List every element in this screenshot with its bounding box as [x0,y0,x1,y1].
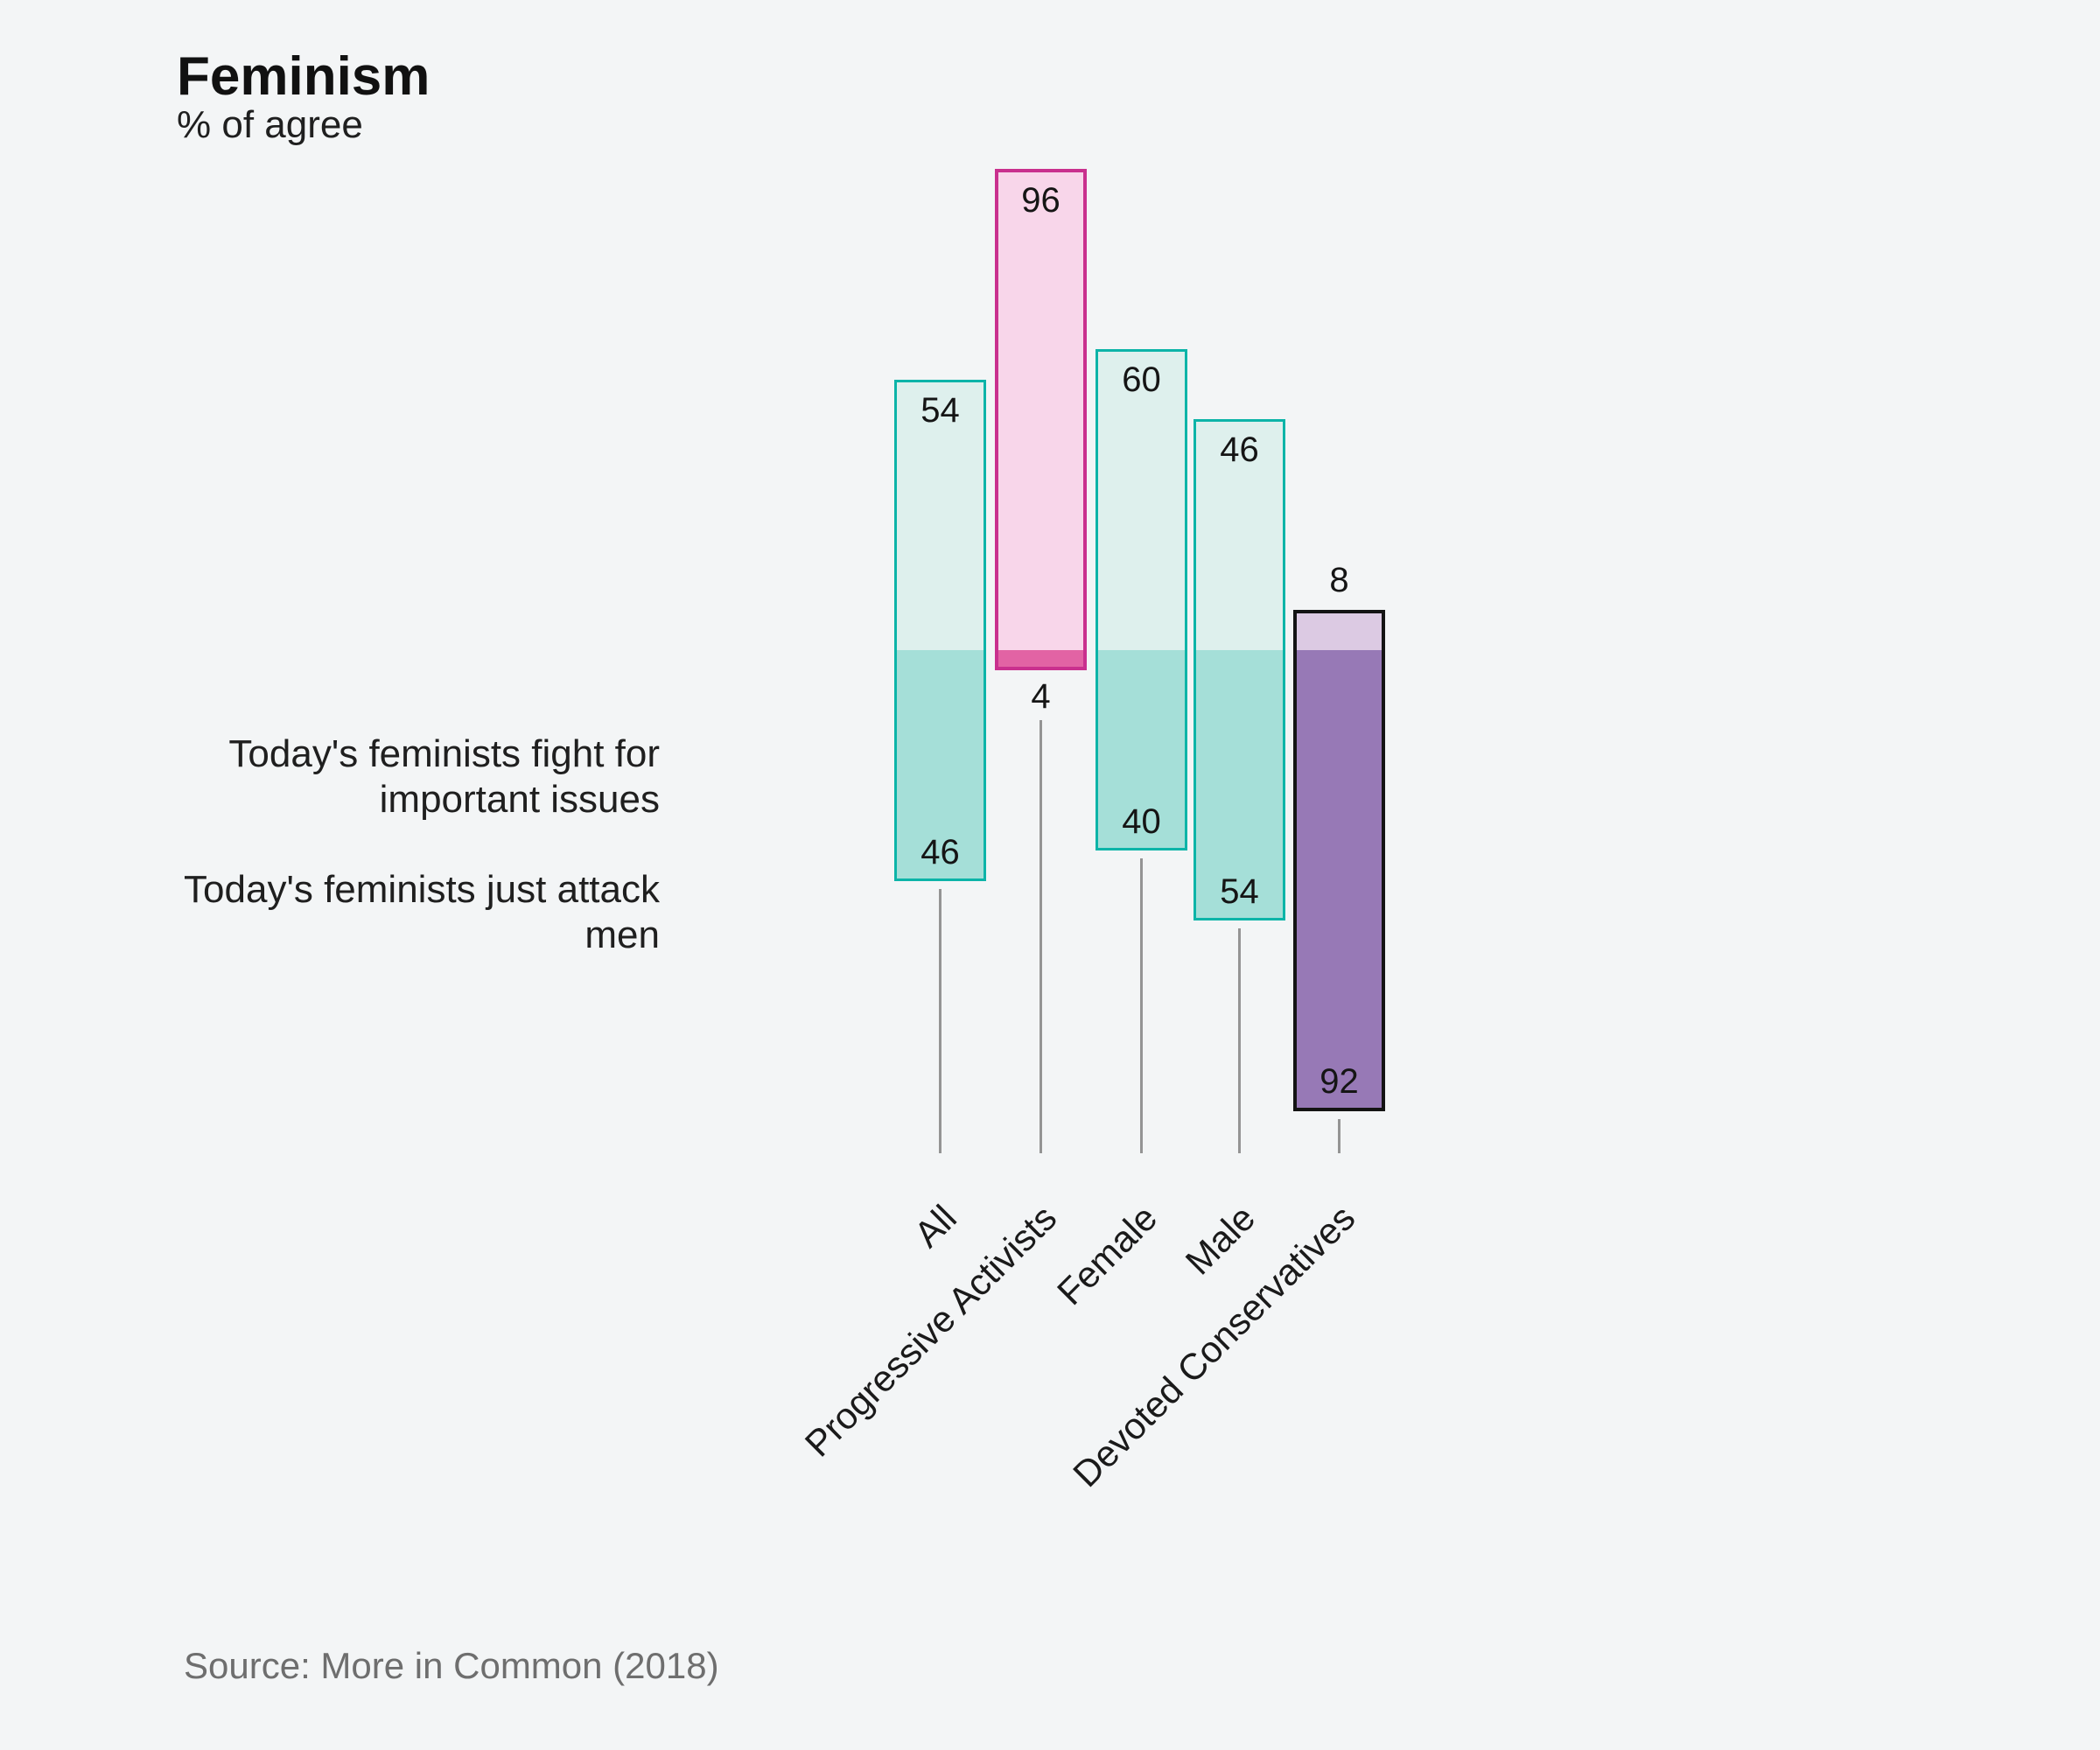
chart-title: Feminism [177,46,430,107]
statement-line: Today's feminists fight for [228,732,660,775]
bar-bottom-segment [1196,650,1283,919]
bar-bottom-segment [1297,650,1382,1109]
statement-line: men [584,914,660,956]
bar-bottom-segment [998,650,1083,667]
value-label-top: 60 [1122,360,1161,400]
value-label-bottom: 40 [1122,802,1161,842]
statement-line: Today's feminists just attack [184,868,660,911]
bar-devoted-conservatives [1293,610,1385,1112]
bar-bottom-segment [897,650,984,878]
leader-line [1238,928,1241,1153]
chart-subtitle: % of agree [177,103,363,146]
category-label-all: All [906,1197,964,1256]
value-label-bottom: 46 [920,832,960,872]
leader-line [1040,719,1042,1153]
category-label-male: Male [1178,1197,1264,1283]
value-label-top: 46 [1220,430,1259,470]
value-label-top: 96 [1021,180,1060,220]
source-note: Source: More in Common (2018) [184,1645,719,1686]
bar-male [1194,419,1285,921]
statement-fight-for-issues: Today's feminists fight for important is… [47,732,660,822]
statement-just-attack-men: Today's feminists just attack men [47,867,660,958]
value-label-bottom: 54 [1220,872,1259,912]
bar-progressive-activists [995,168,1087,670]
bar-all [894,379,986,881]
leader-line [1140,858,1143,1153]
bar-bottom-segment [1098,650,1185,849]
bar-female [1096,349,1187,851]
statement-line: important issues [379,778,660,821]
value-label-bottom: 92 [1320,1062,1359,1102]
value-label-top: 8 [1329,561,1349,600]
value-label-top: 54 [920,390,960,430]
leader-line [1338,1119,1340,1153]
value-label-bottom: 4 [1031,676,1051,716]
category-label-female: Female [1049,1197,1166,1313]
leader-line [939,888,942,1153]
